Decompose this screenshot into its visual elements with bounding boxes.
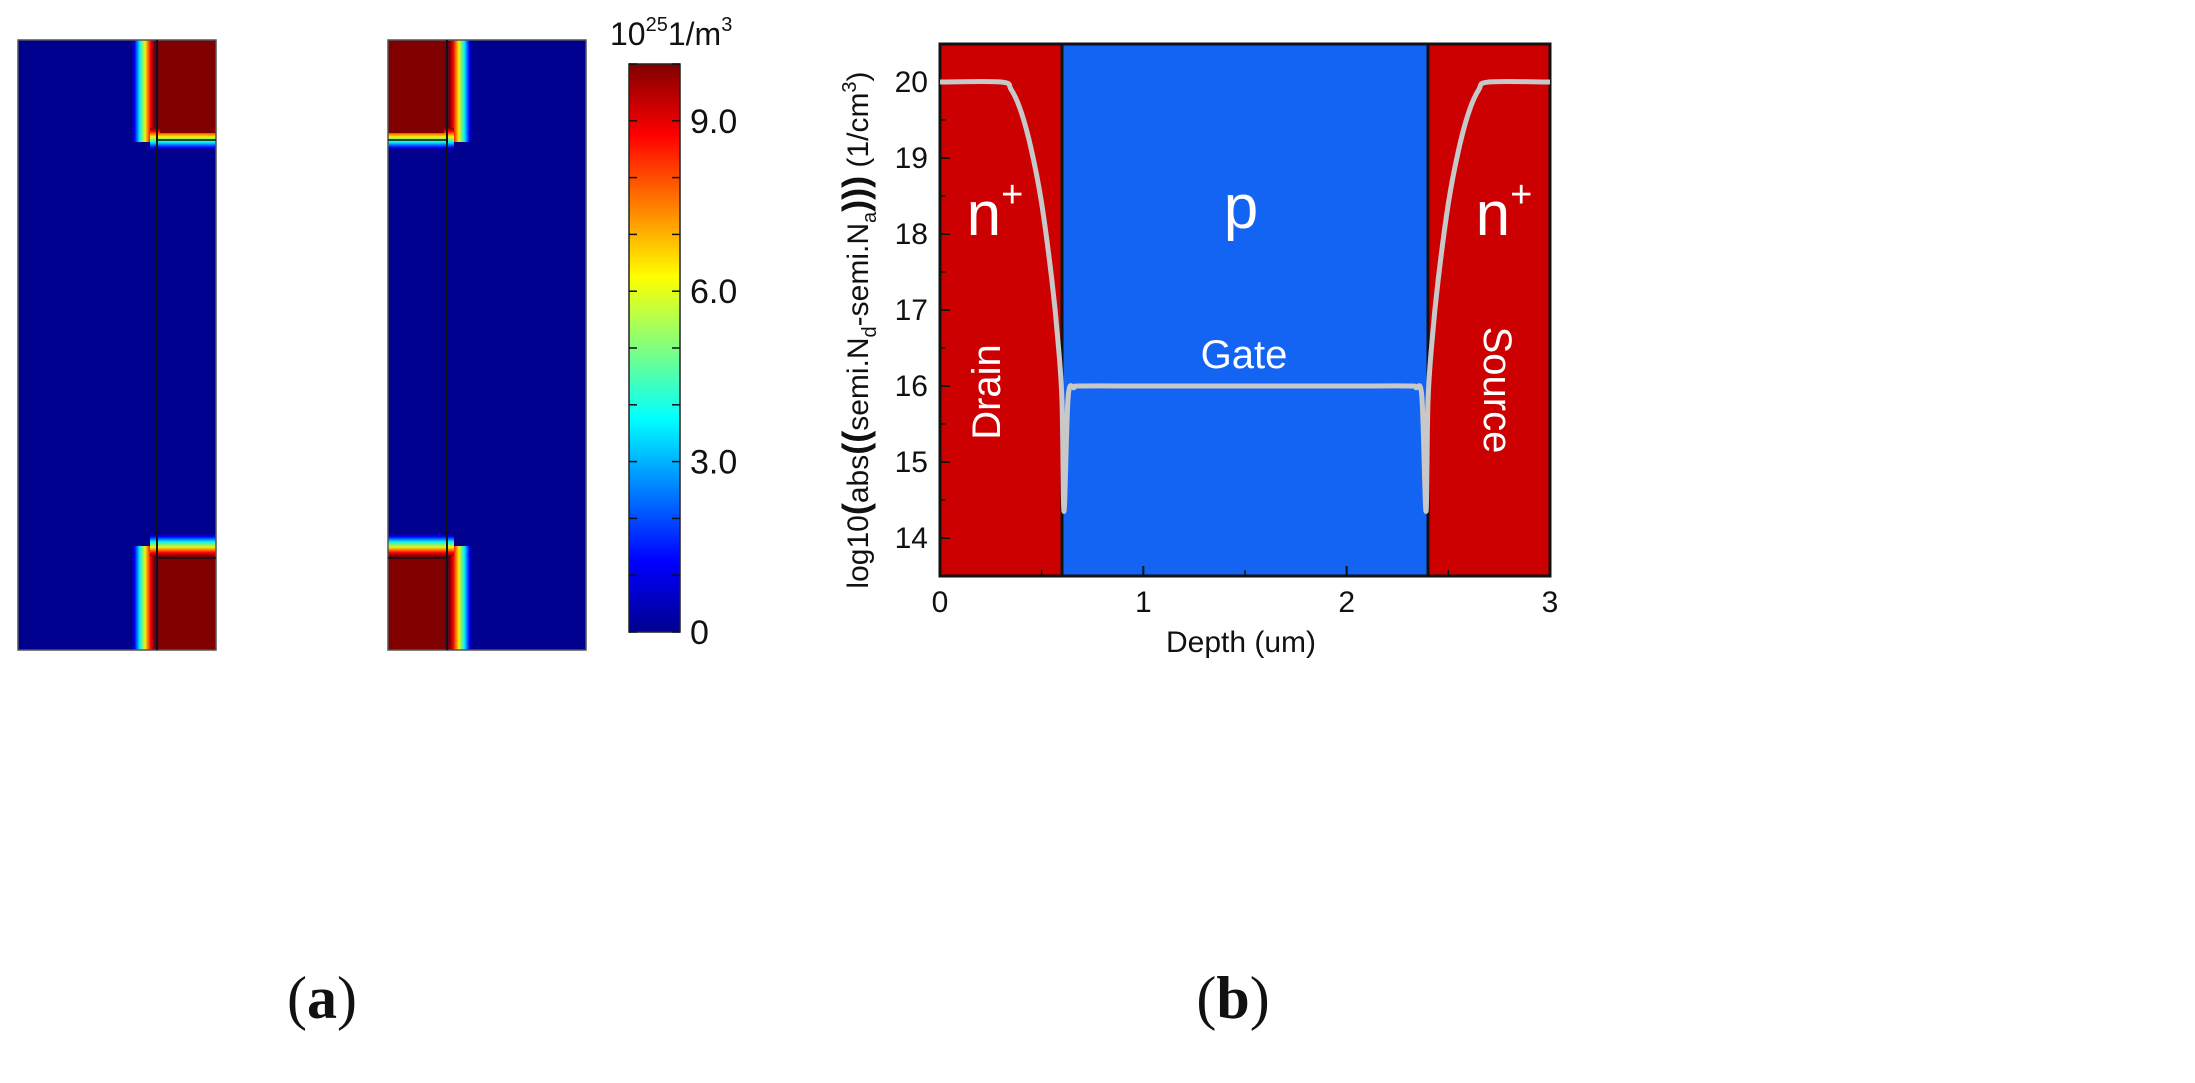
- x-tick-label: 0: [932, 586, 949, 619]
- y-tick-label: 15: [895, 446, 928, 479]
- doping-curve: [939, 78, 1551, 514]
- heatmap-left: [17, 39, 217, 651]
- x-tick-label: 2: [1338, 586, 1355, 619]
- colorbar-tick-label: 0: [690, 614, 709, 652]
- center-doping-label: p: [1224, 173, 1258, 242]
- source-label: Source: [1475, 327, 1519, 454]
- y-tick-label: 14: [895, 522, 928, 555]
- colorbar-tick-labels: 0 3.0 6.0 9.0: [690, 103, 737, 652]
- colorbar-unit: 10251/m3: [610, 14, 732, 52]
- colorbar-tick-label: 9.0: [690, 103, 737, 141]
- y-tick-label: 17: [895, 294, 928, 327]
- y-tick-label: 20: [895, 66, 928, 99]
- colorbar-minor-ticks: [629, 63, 680, 633]
- y-axis-title: log10(abs((semi.Nd-semi.Na))) (1/cm3): [835, 71, 881, 588]
- y-tick-label: 18: [895, 218, 928, 251]
- heatmap-left-border: [17, 39, 217, 651]
- region-drain: [940, 44, 1062, 576]
- profile-chart: 0 1 2 3 14 15 16 17 18 19 20 n+ p n+ Gate Drain So…: [835, 42, 1559, 659]
- region-source: [1428, 44, 1550, 576]
- drain-label: Drain: [965, 344, 1009, 440]
- colorbar-tick-label: 6.0: [690, 273, 737, 311]
- colorbar-tick-label: 3.0: [690, 444, 737, 482]
- y-tick-label: 19: [895, 142, 928, 175]
- panel-a-label: (a): [287, 965, 357, 1031]
- left-doping-label: n+: [967, 174, 1024, 249]
- gate-label: Gate: [1201, 333, 1288, 377]
- panel-b-label: (b): [1196, 965, 1269, 1031]
- x-axis-title: Depth (um): [1166, 626, 1316, 659]
- right-doping-label: n+: [1476, 174, 1533, 249]
- colorbar-gradient: [629, 64, 680, 632]
- x-tick-label: 1: [1135, 586, 1152, 619]
- region-p: [1062, 44, 1428, 576]
- heatmap-right-border: [387, 39, 587, 651]
- heatmap-right: [387, 39, 587, 651]
- colorbar: 10251/m3 0 3.0 6.0 9.0: [610, 14, 737, 652]
- axes: 0 1 2 3 14 15 16 17 18 19 20: [895, 43, 1559, 619]
- y-tick-label: 16: [895, 370, 928, 403]
- x-tick-label: 3: [1542, 586, 1559, 619]
- doping-regions: [940, 44, 1550, 576]
